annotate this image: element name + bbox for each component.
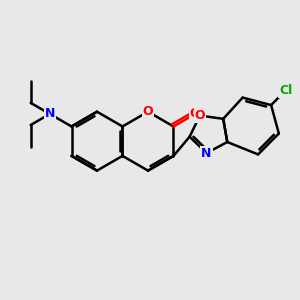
Text: N: N — [45, 107, 55, 120]
Text: O: O — [190, 107, 200, 120]
Text: O: O — [195, 109, 205, 122]
Text: O: O — [143, 105, 153, 118]
Text: Cl: Cl — [279, 84, 292, 97]
Text: N: N — [201, 147, 212, 160]
